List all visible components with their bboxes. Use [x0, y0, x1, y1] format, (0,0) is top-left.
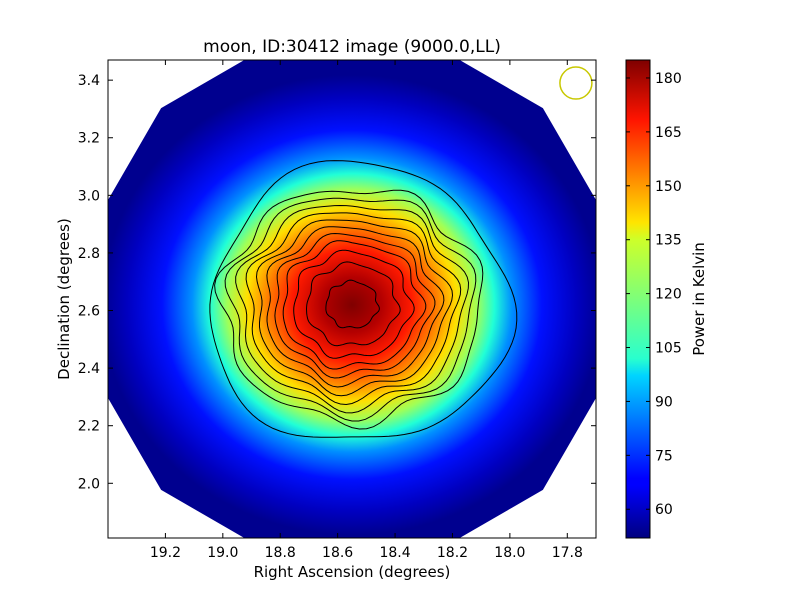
x-axis-label: Right Ascension (degrees): [254, 563, 451, 581]
x-tick-label: 18.4: [379, 545, 410, 561]
colorbar-tick-label: 75: [655, 448, 673, 464]
colorbar: 60 75 90 105 120 135 150 165 180 Power in Kelvin: [625, 59, 708, 539]
x-axis: 19.2 19.0 18.8 18.6 18.4 18.2 18.0 17.8: [150, 60, 583, 561]
colorbar-ticks: 60 75 90 105 120 135 150 165 180: [626, 71, 682, 518]
colorbar-tick-label: 180: [655, 71, 682, 87]
colorbar-tick-label: 165: [655, 125, 682, 141]
y-tick-label: 2.8: [78, 246, 100, 262]
plot-area: [108, 60, 596, 538]
colorbar-tick-label: 60: [655, 502, 673, 518]
x-tick-label: 18.0: [494, 545, 525, 561]
contour-line: [209, 160, 518, 438]
x-tick-label: 19.0: [207, 545, 238, 561]
contour-line: [305, 261, 401, 347]
x-tick-label: 18.2: [437, 545, 468, 561]
y-axis: 2.0 2.2 2.4 2.6 2.8 3.0 3.2 3.4: [78, 73, 596, 492]
x-tick-label: 18.6: [322, 545, 353, 561]
contour-line: [266, 226, 445, 388]
y-tick-label: 2.2: [78, 419, 100, 435]
x-tick-label: 19.2: [150, 545, 181, 561]
plot-frame: [107, 59, 597, 539]
colorbar-tick-label: 150: [655, 179, 682, 195]
beam-marker: [559, 66, 593, 100]
contour-line: [224, 197, 477, 422]
x-tick-label: 17.8: [552, 545, 583, 561]
x-tick-label: 18.8: [265, 545, 296, 561]
contour-line: [245, 212, 462, 406]
y-tick-label: 3.0: [78, 188, 100, 204]
chart-title: moon, ID:30412 image (9000.0,LL): [203, 37, 501, 57]
y-tick-label: 2.4: [78, 361, 100, 377]
contour-line: [293, 249, 415, 359]
contour-line: [235, 204, 470, 414]
y-axis-label: Declination (degrees): [55, 218, 73, 380]
y-tick-label: 3.4: [78, 73, 100, 89]
y-tick-label: 3.2: [78, 131, 100, 147]
colorbar-label: Power in Kelvin: [690, 242, 708, 356]
contour-line: [255, 219, 454, 397]
contour-line: [214, 189, 484, 430]
contour-line: [325, 279, 380, 329]
contour-line: [282, 240, 427, 370]
colorbar-fill: [625, 59, 651, 539]
y-tick-label: 2.6: [78, 304, 100, 320]
y-tick-label: 2.0: [78, 476, 100, 492]
colorbar-tick-label: 135: [655, 233, 682, 249]
contour-lines: [209, 160, 518, 438]
moon-glow: [108, 74, 596, 535]
colorbar-tick-label: 120: [655, 287, 682, 303]
colorbar-tick-label: 105: [655, 341, 682, 357]
contour-line: [274, 232, 436, 379]
colorbar-tick-label: 90: [655, 394, 673, 410]
